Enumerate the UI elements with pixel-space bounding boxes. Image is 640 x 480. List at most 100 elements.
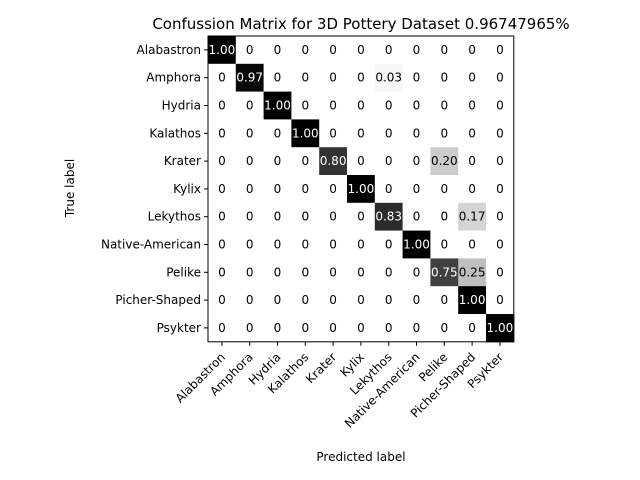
cell-value-label: 0 (218, 321, 226, 335)
cell-value-label: 0 (413, 43, 421, 57)
cell-value-label: 0 (413, 265, 421, 279)
heatmap-cell (486, 119, 515, 148)
cell-value-label: 0 (274, 154, 282, 168)
heatmap-cell (458, 314, 487, 343)
heatmap-cell (263, 63, 292, 93)
heatmap-cell (208, 314, 237, 343)
y-tick-label: Krater (164, 154, 201, 168)
heatmap-cell (486, 36, 515, 65)
cell-value-label: 0 (496, 182, 504, 196)
heatmap-cell (347, 286, 376, 315)
heatmap-cell (347, 91, 376, 120)
cell-value-label: 0 (357, 265, 365, 279)
heatmap-cell (263, 314, 292, 343)
heatmap-cell (430, 119, 459, 148)
cell-value-label: 0 (468, 321, 476, 335)
cell-value-label: 0 (496, 126, 504, 140)
x-axis-label: Predicted label (316, 450, 405, 464)
chart-title: Confussion Matrix for 3D Pottery Dataset… (152, 15, 569, 33)
cell-value-label: 0.20 (431, 154, 458, 168)
cell-value-label: 0 (440, 321, 448, 335)
heatmap-cell (291, 119, 320, 148)
cell-value-label: 0 (329, 321, 337, 335)
cell-value-label: 1.00 (292, 126, 319, 140)
heatmap-cell (458, 286, 487, 315)
cell-value-label: 0 (385, 182, 393, 196)
cell-value-label: 0 (357, 99, 365, 113)
heatmap-cell (319, 258, 348, 287)
cell-value-label: 0 (246, 126, 254, 140)
heatmap-cell (319, 230, 348, 259)
heatmap-cell (208, 63, 237, 93)
cell-value-label: 0.03 (375, 71, 402, 85)
heatmap-cell (402, 36, 431, 65)
heatmap-cell (374, 202, 404, 232)
heatmap-cell (458, 202, 487, 232)
heatmap-cell (235, 175, 265, 204)
cell-value-label: 0 (468, 238, 476, 252)
y-tick-label: Pelike (166, 265, 201, 279)
heatmap-cell (458, 230, 487, 259)
heatmap-cell (208, 147, 237, 176)
y-tick-label: Psykter (157, 321, 201, 335)
cell-value-label: 0 (329, 265, 337, 279)
heatmap-cell (291, 147, 320, 176)
cell-value-label: 0 (357, 321, 365, 335)
cell-value-label: 0 (496, 99, 504, 113)
cell-value-label: 0 (440, 71, 448, 85)
cell-value-label: 0 (496, 293, 504, 307)
heatmap-cell (291, 91, 320, 120)
cell-value-label: 0 (301, 210, 309, 224)
cell-value-label: 1.00 (403, 238, 430, 252)
cell-value-label: 1.00 (264, 99, 291, 113)
cell-value-label: 0 (329, 182, 337, 196)
cell-value-label: 0 (385, 43, 393, 57)
cell-value-label: 0 (274, 71, 282, 85)
cell-value-label: 0 (218, 210, 226, 224)
cell-value-label: 0 (413, 99, 421, 113)
heatmap-cell (458, 36, 487, 65)
cell-value-label: 0 (218, 126, 226, 140)
cell-value-label: 1.00 (348, 182, 375, 196)
cell-value-label: 0 (274, 43, 282, 57)
heatmap-cell (430, 314, 459, 343)
y-tick-label: Amphora (146, 71, 201, 85)
heatmap-cell (430, 230, 459, 259)
heatmap-cell (347, 63, 376, 93)
heatmap-cell (319, 286, 348, 315)
heatmap-cell (235, 36, 265, 65)
cell-value-label: 0 (413, 126, 421, 140)
cell-value-label: 0 (385, 154, 393, 168)
heatmap-cell (235, 91, 265, 120)
cell-value-label: 0 (496, 154, 504, 168)
cell-value-label: 0 (301, 265, 309, 279)
heatmap-cell (319, 314, 348, 343)
cell-value-label: 0 (246, 293, 254, 307)
cell-value-label: 0 (218, 265, 226, 279)
heatmap-cell (235, 314, 265, 343)
cell-value-label: 0 (218, 293, 226, 307)
cell-value-label: 0.25 (459, 265, 486, 279)
heatmap-cell (486, 175, 515, 204)
heatmap-cell (402, 175, 431, 204)
cell-value-label: 0 (329, 126, 337, 140)
heatmap-cell (486, 314, 515, 343)
cell-value-label: 0 (385, 126, 393, 140)
y-tick-label: Alabastron (137, 43, 201, 57)
heatmap-cell (291, 314, 320, 343)
heatmap-cell (263, 175, 292, 204)
heatmap-cell (235, 258, 265, 287)
heatmap-cell (374, 314, 404, 343)
heatmap-cell (208, 230, 237, 259)
heatmap-cell (263, 286, 292, 315)
heatmap-cell (235, 63, 265, 93)
heatmap-cell (374, 175, 404, 204)
heatmap-cell (374, 119, 404, 148)
cell-value-label: 0.17 (459, 210, 486, 224)
heatmap-cell (402, 230, 431, 259)
cell-value-label: 0 (246, 99, 254, 113)
cell-value-label: 0 (468, 182, 476, 196)
cell-value-label: 0 (218, 238, 226, 252)
cell-value-label: 0 (329, 99, 337, 113)
